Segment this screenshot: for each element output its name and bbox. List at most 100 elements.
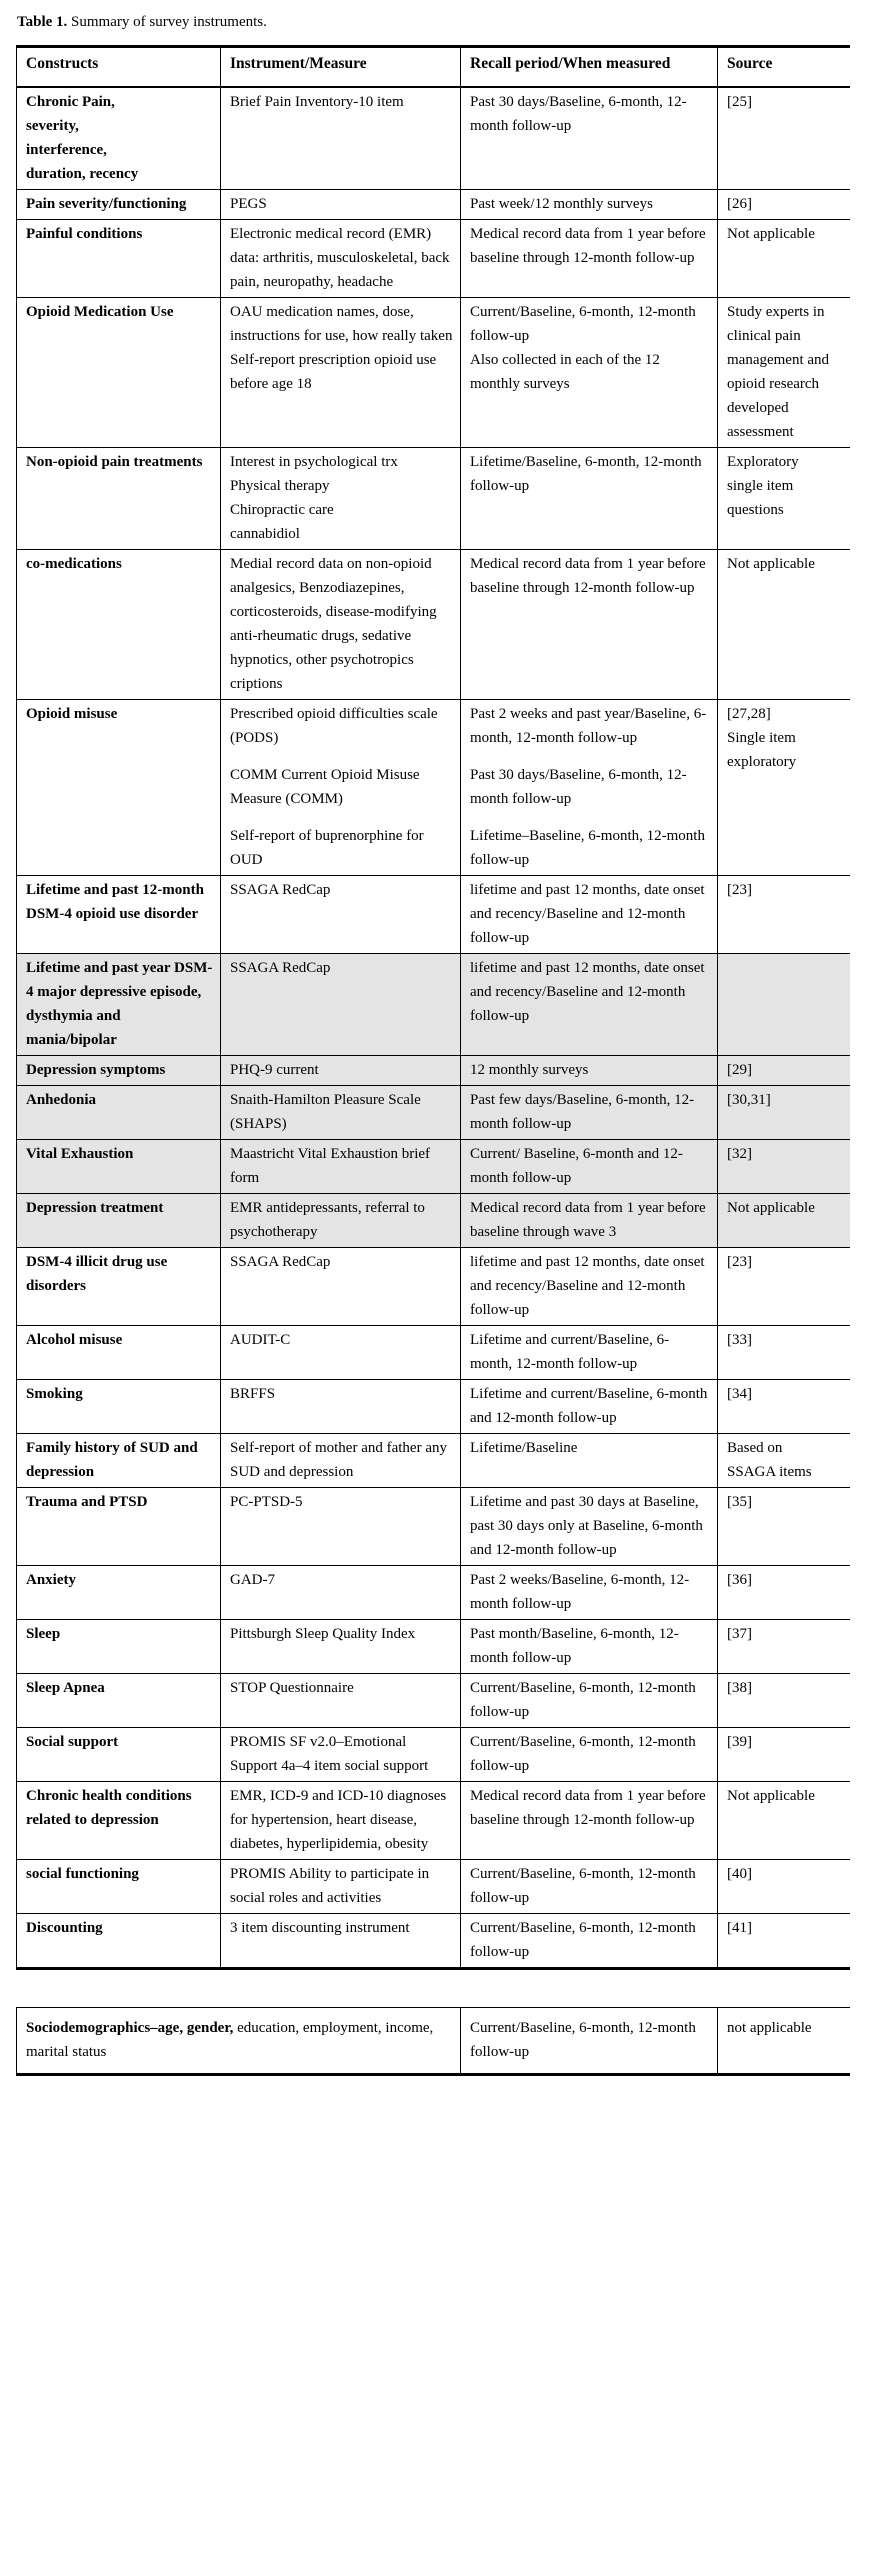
cell-paragraph: [29] — [727, 1062, 752, 1078]
recall-cell: Current/Baseline, 6-month, 12-month foll… — [460, 1673, 718, 1728]
cell-paragraph: lifetime and past 12 months, date onset … — [470, 882, 705, 946]
cell-paragraph: Medical record data from 1 year before b… — [470, 226, 706, 266]
construct-cell: Chronic Pain, severity, interference, du… — [16, 87, 221, 190]
col-header-source: Source — [717, 46, 850, 88]
construct-cell: Alcohol misuse — [16, 1325, 221, 1380]
table-row: Family history of SUD and depression Self… — [16, 1433, 850, 1488]
instrument-cell: SSAGA RedCap — [220, 875, 461, 954]
cell-paragraph: Current/Baseline, 6-month, 12-month foll… — [470, 1680, 696, 1720]
construct-cell: Depression treatment — [16, 1193, 221, 1248]
recall-cell: Current/Baseline, 6-month, 12-month foll… — [460, 1913, 718, 1970]
cell-paragraph: COMM Current Opioid Misuse Measure (COMM… — [230, 767, 420, 807]
instrument-cell: PROMIS Ability to participate in social … — [220, 1859, 461, 1914]
source-cell: [23] — [717, 1247, 850, 1326]
cell-paragraph: Sleep Apnea — [26, 1680, 105, 1696]
cell-paragraph: [40] — [727, 1866, 752, 1882]
recall-cell: Medical record data from 1 year before b… — [460, 219, 718, 298]
recall-cell: Past week/12 monthly surveys — [460, 189, 718, 220]
source-cell: [39] — [717, 1727, 850, 1782]
col-header-recall-period: Recall period/When measured — [460, 46, 718, 88]
cell-paragraph: Current/Baseline, 6-month, 12-month foll… — [470, 1866, 696, 1906]
table-row: Lifetime and past 12-month DSM-4 opioid … — [16, 875, 850, 954]
recall-cell: Medical record data from 1 year before b… — [460, 1781, 718, 1860]
cell-paragraph: Painful conditions — [26, 226, 143, 242]
cell-paragraph: Lifetime and past 30 days at Baseline, p… — [470, 1494, 703, 1558]
construct-cell: Painful conditions — [16, 219, 221, 298]
cell-paragraph: [26] — [727, 196, 752, 212]
cell-paragraph: Study experts in clinical pain managemen… — [727, 304, 830, 440]
cell-paragraph: Family history of SUD and depression — [26, 1440, 198, 1480]
cell-paragraph: Non-opioid pain treatments — [26, 454, 203, 470]
table-row: Anxiety GAD-7 Past 2 weeks/Baseline, 6-mon… — [16, 1565, 850, 1620]
table-row: Pain severity/functioning PEGS Past week/1… — [16, 189, 850, 220]
table-row: Sleep Pittsburgh Sleep Quality Index Past … — [16, 1619, 850, 1674]
source-cell — [717, 953, 850, 1056]
instrument-cell: AUDIT-C — [220, 1325, 461, 1380]
cell-paragraph: [23] — [727, 1254, 752, 1270]
recall-cell: lifetime and past 12 months, date onset … — [460, 875, 718, 954]
instrument-cell: Snaith-Hamilton Pleasure Scale (SHAPS) — [220, 1085, 461, 1140]
recall-cell: Current/Baseline, 6-month, 12-month foll… — [460, 297, 718, 448]
cell-paragraph: Lifetime/Baseline, 6-month, 12-month fol… — [470, 454, 702, 494]
table-row: co-medications Medial record data on non-… — [16, 549, 850, 700]
cell-paragraph: 3 item discounting instrument — [230, 1920, 410, 1936]
table-row: Alcohol misuse AUDIT-C Lifetime and curren… — [16, 1325, 850, 1380]
recall-cell: lifetime and past 12 months, date onset … — [460, 1247, 718, 1326]
recall-cell: Lifetime/Baseline, 6-month, 12-month fol… — [460, 447, 718, 550]
cell-paragraph: Discounting — [26, 1920, 103, 1936]
recall-cell: Past 2 weeks and past year/Baseline, 6-m… — [460, 699, 718, 876]
source-cell: [36] — [717, 1565, 850, 1620]
cell-paragraph: Lifetime and past 12-month DSM-4 opioid … — [26, 882, 204, 922]
source-cell: Not applicable — [717, 219, 850, 298]
cell-paragraph: Opioid misuse — [26, 706, 118, 722]
instrument-cell: PC-PTSD-5 — [220, 1487, 461, 1566]
recall-cell: Current/Baseline, 6-month, 12-month foll… — [460, 1727, 718, 1782]
table-row: Anhedonia Snaith-Hamilton Pleasure Scale … — [16, 1085, 850, 1140]
source-cell: [32] — [717, 1139, 850, 1194]
cell-paragraph: Lifetime and current/Baseline, 6-month, … — [470, 1332, 670, 1372]
source-cell: Not applicable — [717, 1193, 850, 1248]
source-cell: Not applicable — [717, 1781, 850, 1860]
table-row: Lifetime and past year DSM-4 major depre… — [16, 953, 850, 1056]
instrument-cell: GAD-7 — [220, 1565, 461, 1620]
cell-paragraph: [36] — [727, 1572, 752, 1588]
recall-cell: Lifetime and current/Baseline, 6-month, … — [460, 1325, 718, 1380]
cell-paragraph: Based on SSAGA items — [727, 1440, 812, 1480]
cell-paragraph: Alcohol misuse — [26, 1332, 123, 1348]
table-row: Chronic health conditions related to dep… — [16, 1781, 850, 1860]
cell-paragraph: [25] — [727, 94, 752, 110]
instrument-cell: STOP Questionnaire — [220, 1673, 461, 1728]
source-cell: Study experts in clinical pain managemen… — [717, 297, 850, 448]
table-caption-text: Summary of survey instruments. — [67, 14, 267, 30]
table-row: Chronic Pain, severity, interference, du… — [16, 87, 850, 190]
cell-paragraph: 12 monthly surveys — [470, 1062, 589, 1078]
cell-paragraph: social functioning — [26, 1866, 139, 1882]
col-header-instrument: Instrument/Measure — [220, 46, 461, 88]
cell-paragraph: lifetime and past 12 months, date onset … — [470, 960, 705, 1024]
instrument-cell: PEGS — [220, 189, 461, 220]
instrument-cell: EMR, ICD-9 and ICD-10 diagnoses for hype… — [220, 1781, 461, 1860]
table-row: Opioid misuse Prescribed opioid difficult… — [16, 699, 850, 876]
cell-paragraph: Maastricht Vital Exhaustion brief form — [230, 1146, 431, 1186]
cell-paragraph: Anxiety — [26, 1572, 76, 1588]
instrument-cell: SSAGA RedCap — [220, 1247, 461, 1326]
construct-cell: Depression symptoms — [16, 1055, 221, 1086]
cell-paragraph: Self-report of buprenorphine for OUD — [230, 828, 424, 868]
construct-cell: Sleep Apnea — [16, 1673, 221, 1728]
recall-cell: Medical record data from 1 year before b… — [460, 1193, 718, 1248]
cell-paragraph: Current/ Baseline, 6-month and 12-month … — [470, 1146, 683, 1186]
construct-cell: Opioid misuse — [16, 699, 221, 876]
source-cell: [25] — [717, 87, 850, 190]
cell-paragraph: Pittsburgh Sleep Quality Index — [230, 1626, 416, 1642]
instrument-cell: Electronic medical record (EMR) data: ar… — [220, 219, 461, 298]
cell-paragraph: [35] — [727, 1494, 752, 1510]
cell-paragraph: EMR, ICD-9 and ICD-10 diagnoses for hype… — [230, 1788, 447, 1852]
cell-paragraph: Current/Baseline, 6-month, 12-month foll… — [470, 2020, 696, 2060]
cell-paragraph: Medial record data on non-opioid analges… — [230, 556, 437, 692]
cell-paragraph: Not applicable — [727, 1788, 815, 1804]
construct-cell: Discounting — [16, 1913, 221, 1970]
recall-cell: Lifetime/Baseline — [460, 1433, 718, 1488]
cell-paragraph: EMR antidepressants, referral to psychot… — [230, 1200, 425, 1240]
cell-paragraph: co-medications — [26, 556, 122, 572]
cell-paragraph: Medical record data from 1 year before b… — [470, 556, 706, 596]
